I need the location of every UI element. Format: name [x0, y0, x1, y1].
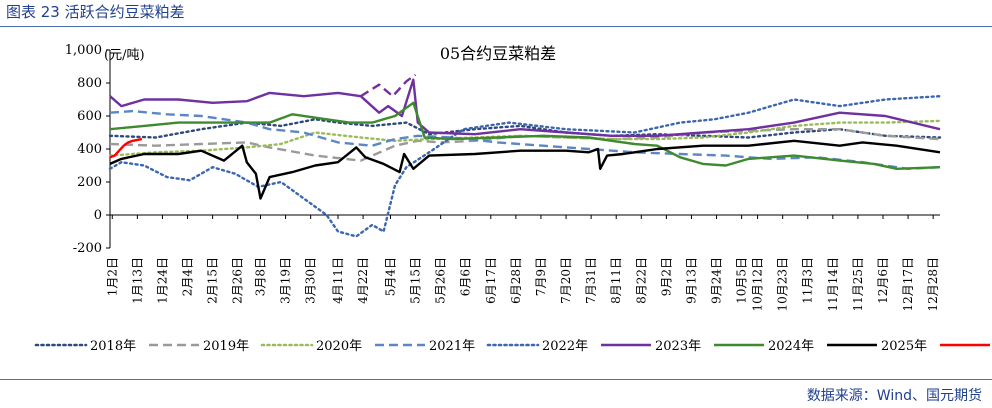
- x-tick-label: 8月11日: [609, 257, 623, 304]
- x-tick-label: 8月22日: [634, 257, 648, 304]
- x-tick-label: 12月28日: [926, 257, 940, 312]
- x-tick-label: 2月15日: [206, 257, 220, 304]
- x-tick-label: 6月28日: [509, 257, 523, 304]
- x-tick-label: 1月2日: [105, 257, 119, 296]
- y-tick-label: 1,000: [65, 43, 102, 58]
- legend-label: 2018年: [90, 339, 136, 354]
- x-tick-label: 12月6日: [876, 257, 890, 304]
- x-tick-label: 7月31日: [584, 257, 598, 304]
- legend-label: 2025年: [881, 339, 927, 354]
- x-tick-label: 1月24日: [155, 257, 169, 304]
- x-tick-label: 11月3日: [801, 257, 815, 304]
- y-tick-label: 0: [94, 208, 102, 223]
- y-axis-label: (元/吨): [104, 48, 145, 63]
- legend-label: 2021年: [429, 339, 475, 354]
- axes: -200 0 200 400 600 800 1,000 1月2日 1月13日 1月24日 2月4日…: [65, 43, 940, 312]
- legend-label: 2020年: [316, 339, 362, 354]
- x-tick-label: 4月11日: [331, 257, 345, 304]
- source-note: 数据来源：Wind、国元期货: [806, 388, 982, 404]
- x-tick-label: 3月30日: [304, 257, 318, 304]
- x-tick-label: 5月26日: [434, 257, 448, 304]
- series-line: [109, 78, 941, 138]
- series-line: [109, 139, 941, 200]
- x-tick-label: 2月4日: [181, 257, 195, 296]
- x-tick-label: 3月19日: [279, 257, 293, 304]
- y-tick-label: -200: [73, 241, 102, 256]
- chart-title: 05合约豆菜粕差: [440, 44, 556, 63]
- top-divider: [0, 26, 992, 27]
- x-tick-label: 11月14日: [826, 257, 840, 312]
- x-tick-label: 4月22日: [356, 257, 370, 304]
- x-tick-label: 10月12日: [751, 257, 765, 312]
- line-chart: 05合约豆菜粕差 (元/吨) -200 0 200 400 600 800 1,000 1月2…: [34, 43, 990, 354]
- series-line: [109, 101, 941, 171]
- legend-label: 2024年: [768, 339, 814, 354]
- x-tick-label: 6月6日: [459, 257, 473, 296]
- y-tick-label: 600: [77, 109, 102, 124]
- legend: 2018年 2019年 2020年 2021年 2022年 2023年 2024年 2025年…: [34, 339, 990, 354]
- series-line: [108, 94, 942, 238]
- series-layer: [108, 73, 942, 238]
- legend-label: 2022年: [542, 339, 588, 354]
- series-line: [109, 137, 143, 159]
- x-tick-label: 3月8日: [253, 257, 267, 296]
- x-tick-label: 10月5日: [735, 257, 749, 304]
- series-line: [109, 109, 941, 171]
- series-line: [360, 73, 417, 98]
- figure-title: 图表 23 活跃合约豆菜粕差: [6, 3, 185, 21]
- x-tick-label: 1月13日: [130, 257, 144, 304]
- y-tick-label: 200: [77, 175, 102, 190]
- y-tick-label: 400: [77, 142, 102, 157]
- x-tick-label: 9月2日: [659, 257, 673, 296]
- x-tick-label: 7月9日: [534, 257, 548, 296]
- x-tick-label: 6月17日: [484, 257, 498, 304]
- x-tick-label: 5月4日: [383, 257, 397, 296]
- legend-label: 2019年: [203, 339, 249, 354]
- bottom-divider: [0, 379, 992, 380]
- y-tick-label: 800: [77, 76, 102, 91]
- series-line: [109, 127, 941, 162]
- x-tick-label: 5月15日: [409, 257, 423, 304]
- x-tick-label: 9月13日: [684, 257, 698, 304]
- x-tick-label: 12月17日: [901, 257, 915, 312]
- x-tick-label: 7月20日: [559, 257, 573, 304]
- legend-label: 2023年: [655, 339, 701, 354]
- x-tick-label: 11月25日: [851, 257, 865, 312]
- x-tick-label: 10月23日: [776, 257, 790, 312]
- x-tick-label: 9月24日: [710, 257, 724, 304]
- x-tick-label: 2月26日: [231, 257, 245, 304]
